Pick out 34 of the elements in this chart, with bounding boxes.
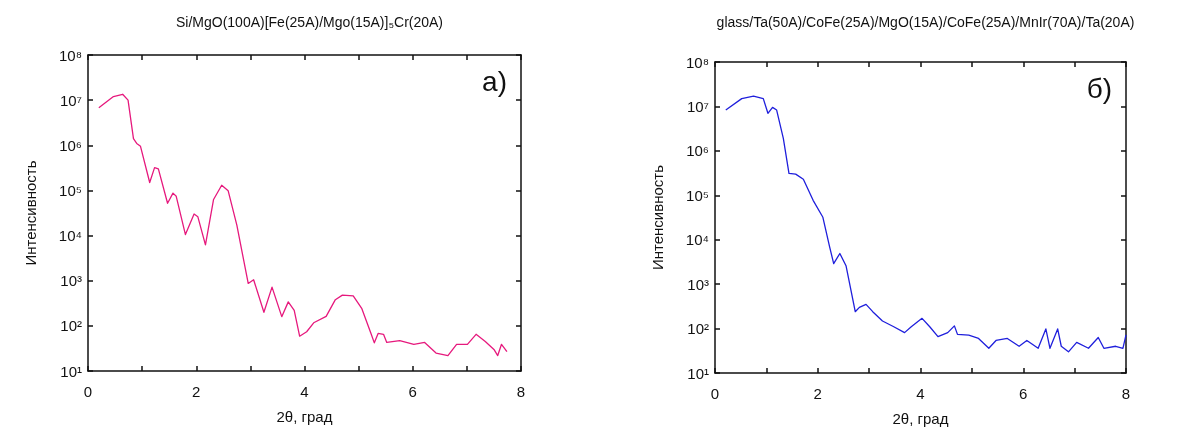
y-tick-label: 10⁴ — [685, 231, 709, 249]
x-axis-title: 2θ, град — [276, 408, 333, 425]
y-tick-label: 10¹ — [60, 362, 82, 380]
y-tick-label: 10² — [687, 320, 709, 338]
y-axis-title: Интенсивность — [649, 164, 666, 271]
y-tick-label: 10³ — [60, 272, 82, 290]
y-tick-label: 10⁸ — [685, 53, 709, 71]
x-tick-label: 0 — [83, 383, 93, 400]
annotation: б) — [1086, 72, 1113, 104]
y-tick-label: 10⁷ — [59, 91, 82, 109]
x-tick-label: 6 — [408, 383, 417, 400]
y-axis-title: Интенсивность — [22, 160, 39, 266]
y-tick-label: 10¹ — [687, 364, 709, 382]
y-tick-label: 10⁶ — [59, 136, 82, 154]
y-tick-label: 10³ — [687, 275, 709, 293]
x-tick-label: 4 — [916, 385, 925, 402]
y-tick-label: 10⁸ — [58, 46, 82, 64]
x-tick-label: 8 — [1121, 385, 1131, 402]
x-axis-title: 2θ, град — [892, 410, 949, 427]
x-tick-label: 0 — [710, 385, 720, 402]
y-tick-label: 10⁴ — [58, 227, 82, 245]
y-tick-label: 10⁶ — [686, 142, 709, 160]
chart-title: Si/MgO(100A)[Fe(25A)/Mgo(15A)]₅Cr(20A) — [175, 14, 444, 30]
y-tick-label: 10⁵ — [686, 186, 709, 204]
x-tick-label: 2 — [192, 383, 201, 400]
annotation: a) — [482, 65, 508, 97]
chart-title: glass/Ta(50A)/CoFe(25A)/MgO(15A)/CoFe(25A)/MnIr(70A)/Ta(20A) — [716, 14, 1135, 30]
x-tick-label: 4 — [300, 383, 309, 400]
x-tick-label: 2 — [813, 385, 822, 402]
y-tick-label: 10² — [60, 317, 82, 335]
y-tick-label: 10⁷ — [686, 97, 709, 115]
x-tick-label: 8 — [516, 383, 526, 400]
x-tick-label: 6 — [1019, 385, 1028, 402]
y-tick-label: 10⁵ — [59, 181, 82, 199]
